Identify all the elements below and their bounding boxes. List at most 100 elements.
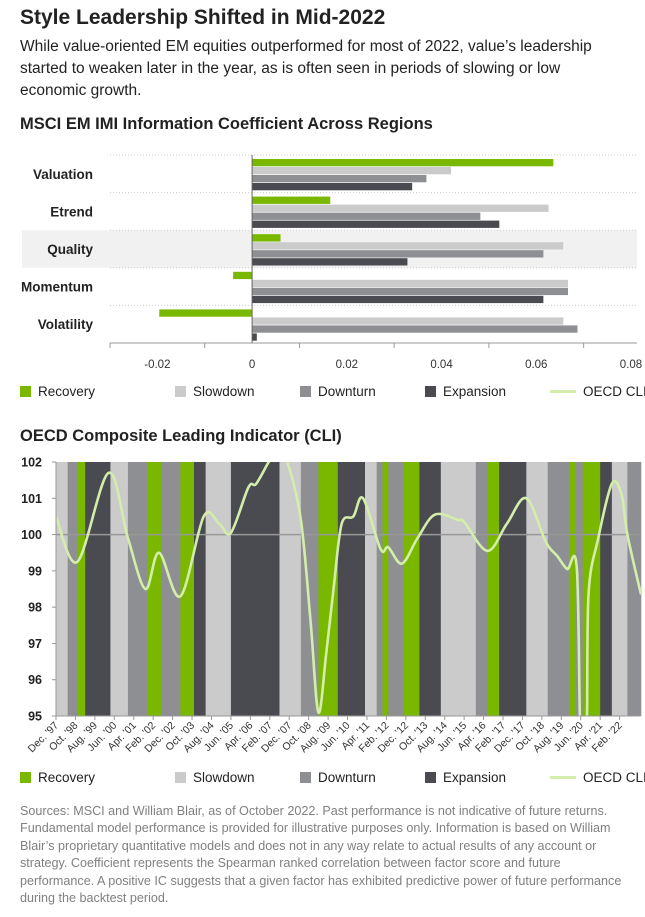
regime-band-expansion bbox=[193, 462, 206, 716]
bar-chart-title: MSCI EM IMI Information Coefficient Acro… bbox=[20, 115, 433, 133]
bar-downturn-volatility bbox=[252, 325, 578, 333]
bar-expansion-quality bbox=[252, 258, 408, 266]
bar-slowdown-quality bbox=[252, 242, 564, 250]
x-tick-label: 0.08 bbox=[620, 359, 642, 371]
legend-label: Slowdown bbox=[193, 770, 255, 785]
legend-label: Slowdown bbox=[193, 384, 255, 399]
category-label: Volatility bbox=[38, 317, 94, 332]
bar-slowdown-etrend bbox=[252, 204, 549, 212]
regime-band-downturn bbox=[160, 462, 181, 716]
x-tick-label: 0 bbox=[249, 359, 255, 371]
bar-recovery-volatility bbox=[159, 309, 253, 317]
legend-swatch bbox=[550, 776, 576, 779]
legend-item-downturn: Downturn bbox=[300, 384, 425, 399]
page-subtitle: While value-oriented EM equities outperf… bbox=[20, 38, 592, 99]
regime-band-slowdown bbox=[526, 462, 549, 716]
legend-item-expansion: Expansion bbox=[425, 384, 550, 399]
legend-label: Downturn bbox=[318, 770, 376, 785]
regime-band-downturn bbox=[627, 462, 642, 716]
regime-band-slowdown bbox=[279, 462, 302, 716]
regime-band-slowdown bbox=[611, 462, 628, 716]
legend-label: OECD CLI Total bbox=[583, 384, 645, 399]
regime-band-expansion bbox=[337, 462, 366, 716]
legend-item-oecd-cli-total: OECD CLI Total bbox=[550, 384, 645, 399]
legend-item-expansion: Expansion bbox=[425, 770, 550, 785]
y-tick-label: 102 bbox=[21, 456, 42, 470]
regime-band-recovery bbox=[569, 462, 576, 716]
regime-band-downturn bbox=[547, 462, 570, 716]
x-tick-label: 0.02 bbox=[336, 359, 358, 371]
bar-expansion-etrend bbox=[252, 220, 500, 228]
legend-swatch bbox=[20, 386, 31, 397]
regime-band-expansion bbox=[419, 462, 442, 716]
line-chart-title: OECD Composite Leading Indicator (CLI) bbox=[20, 427, 342, 445]
legend-item-slowdown: Slowdown bbox=[175, 384, 300, 399]
bar-slowdown-volatility bbox=[252, 317, 564, 325]
bar-expansion-valuation bbox=[252, 183, 413, 191]
regime-band-downturn bbox=[300, 462, 319, 716]
legend-swatch bbox=[175, 772, 186, 783]
regime-band-expansion bbox=[600, 462, 613, 716]
legend-swatch bbox=[300, 386, 311, 397]
legend-swatch bbox=[425, 772, 436, 783]
bar-expansion-momentum bbox=[252, 295, 544, 304]
y-tick-label: 95 bbox=[28, 710, 42, 724]
legend-item-recovery: Recovery bbox=[20, 384, 175, 399]
regime-band-recovery bbox=[147, 462, 162, 716]
y-tick-label: 96 bbox=[28, 673, 42, 687]
bar-downturn-valuation bbox=[252, 175, 427, 183]
regime-band-downturn bbox=[67, 462, 78, 716]
legend-label: Recovery bbox=[38, 384, 96, 399]
regime-band-recovery bbox=[487, 462, 500, 716]
regime-band-downturn bbox=[127, 462, 148, 716]
oecd-cli-line bbox=[56, 462, 641, 716]
y-tick-label: 98 bbox=[28, 601, 42, 615]
legend-item-slowdown: Slowdown bbox=[175, 770, 300, 785]
category-label: Valuation bbox=[33, 167, 93, 182]
y-tick-label: 100 bbox=[21, 528, 42, 542]
bar-recovery-valuation bbox=[252, 159, 554, 167]
legend-swatch bbox=[550, 390, 576, 393]
regime-band-recovery bbox=[382, 462, 389, 716]
legend-swatch bbox=[20, 772, 31, 783]
bar-slowdown-momentum bbox=[252, 279, 569, 288]
bar-downturn-quality bbox=[252, 250, 544, 258]
bar-downturn-momentum bbox=[252, 287, 569, 296]
legend-item-oecd-cli-total: OECD CLI Total bbox=[550, 770, 645, 785]
regime-band-downturn bbox=[475, 462, 488, 716]
regime-band-recovery bbox=[318, 462, 339, 716]
regime-band-expansion bbox=[230, 462, 280, 716]
regime-band-expansion bbox=[499, 462, 527, 716]
y-tick-label: 97 bbox=[28, 637, 42, 651]
line-chart-legend: Recovery Slowdown Downturn Expansion OECD CL… bbox=[20, 770, 645, 785]
bar-recovery-momentum bbox=[233, 271, 253, 280]
regime-band-downturn bbox=[376, 462, 383, 716]
bar-slowdown-valuation bbox=[252, 167, 452, 175]
sources-footnote: Sources: MSCI and William Blair, as of O… bbox=[20, 804, 622, 906]
regime-band-slowdown bbox=[205, 462, 232, 716]
category-label: Etrend bbox=[50, 204, 93, 219]
regime-band-recovery bbox=[77, 462, 86, 716]
bar-chart-legend: Recovery Slowdown Downturn Expansion OECD CL… bbox=[20, 384, 645, 399]
category-label: Quality bbox=[47, 242, 93, 257]
bar-expansion-volatility bbox=[252, 333, 257, 341]
legend-label: Expansion bbox=[443, 384, 507, 399]
regime-band-recovery bbox=[582, 462, 601, 716]
legend-swatch bbox=[175, 386, 186, 397]
y-tick-label: 99 bbox=[28, 564, 42, 578]
regime-band-slowdown bbox=[440, 462, 477, 716]
legend-label: Downturn bbox=[318, 384, 376, 399]
category-label: Momentum bbox=[21, 280, 93, 295]
x-tick-label: 0.06 bbox=[525, 359, 547, 371]
legend-swatch bbox=[300, 772, 311, 783]
legend-item-downturn: Downturn bbox=[300, 770, 425, 785]
y-tick-label: 101 bbox=[21, 492, 42, 506]
legend-label: OECD CLI Total bbox=[583, 770, 645, 785]
legend-swatch bbox=[425, 386, 436, 397]
regime-band-slowdown bbox=[56, 462, 68, 716]
regime-band-expansion bbox=[85, 462, 111, 716]
page-title: Style Leadership Shifted in Mid-2022 bbox=[20, 6, 386, 29]
legend-label: Expansion bbox=[443, 770, 507, 785]
